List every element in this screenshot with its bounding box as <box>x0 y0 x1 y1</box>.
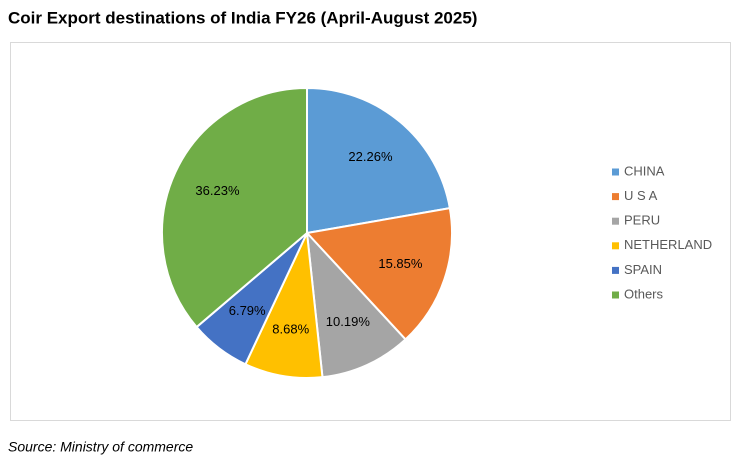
legend-label: Others <box>624 286 664 301</box>
legend-marker <box>612 266 619 274</box>
data-label: 10.19% <box>326 314 371 329</box>
legend-label: U S A <box>624 188 658 203</box>
data-label: 36.23% <box>195 183 240 198</box>
legend-label: PERU <box>624 213 660 228</box>
legend-label: NETHERLAND <box>624 237 712 252</box>
data-label: 6.79% <box>229 303 266 318</box>
source-note: Source: Ministry of commerce <box>8 439 193 455</box>
data-label: 8.68% <box>272 322 309 337</box>
legend-marker <box>612 217 619 225</box>
legend-label: CHINA <box>624 163 665 178</box>
pie-slice <box>161 86 308 329</box>
data-label: 22.26% <box>348 149 393 164</box>
pie-slice <box>306 86 452 235</box>
legend-marker <box>612 193 619 201</box>
legend-marker <box>612 291 619 299</box>
data-label: 15.85% <box>378 256 423 271</box>
legend-marker <box>612 168 619 176</box>
pie-slice <box>305 207 453 341</box>
pie-slice <box>305 230 407 379</box>
legend-label: SPAIN <box>624 262 662 277</box>
chart-title: Coir Export destinations of India FY26 (… <box>8 8 477 27</box>
legend-marker <box>612 242 619 250</box>
